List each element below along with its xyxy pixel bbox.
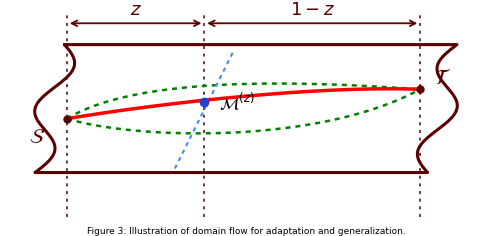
Polygon shape	[35, 45, 457, 173]
Text: $\mathcal{M}^{(z)}$: $\mathcal{M}^{(z)}$	[219, 91, 255, 114]
Text: $\mathcal{T}$: $\mathcal{T}$	[433, 68, 451, 88]
Text: $1-z$: $1-z$	[290, 1, 335, 19]
Text: $\mathcal{S}$: $\mathcal{S}$	[30, 127, 45, 147]
Text: $z$: $z$	[130, 1, 142, 19]
Text: Figure 3: Illustration of domain flow for adaptation and generalization.: Figure 3: Illustration of domain flow fo…	[87, 227, 405, 236]
